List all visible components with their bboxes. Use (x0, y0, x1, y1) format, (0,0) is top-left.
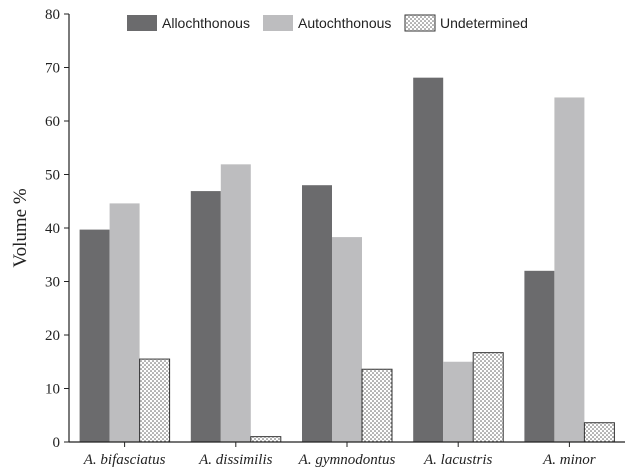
legend: Allochthonous Autochthonous Undetermined (127, 14, 528, 32)
x-tick-label: A. lacustris (423, 452, 492, 468)
legend-swatch-undetermined (404, 14, 436, 32)
bars (79, 77, 615, 443)
bar-allochthonous-2 (190, 191, 221, 442)
bar-autochthonous-1 (109, 203, 140, 442)
y-axis-label: Volume % (10, 188, 31, 268)
legend-label-undetermined: Undetermined (440, 15, 528, 31)
bar-allochthonous-1 (79, 229, 110, 442)
y-tick-label: 10 (45, 382, 60, 398)
legend-swatch-allochthonous (127, 15, 157, 31)
bar-autochthonous-5 (554, 97, 585, 443)
y-tick-label: 50 (45, 168, 60, 184)
bar-autochthonous-3 (332, 237, 362, 442)
legend-label-allochthonous: Allochthonous (162, 15, 250, 31)
bar-undetermined-5 (583, 422, 615, 443)
x-tick-label: A. dissimilis (198, 452, 273, 468)
y-tick-label: 60 (45, 114, 60, 130)
bar-undetermined-4 (472, 352, 504, 443)
y-tick-label: 40 (45, 221, 60, 237)
x-tick-label: A. minor (542, 452, 596, 468)
legend-swatch-autochthonous (263, 15, 293, 31)
bar-autochthonous-2 (220, 164, 251, 442)
bar-allochthonous-4 (413, 77, 444, 442)
bar-undetermined-3 (361, 368, 393, 443)
bar-undetermined-1 (139, 358, 171, 443)
x-tick-label: A. bifasciatus (83, 452, 166, 468)
y-tick-label: 0 (53, 435, 61, 451)
y-tick-label: 80 (45, 7, 60, 23)
bar-allochthonous-5 (524, 270, 555, 442)
y-axis: 0 10 20 30 40 50 60 70 80 (45, 7, 70, 451)
bar-undetermined-2 (250, 436, 282, 443)
legend-label-autochthonous: Autochthonous (298, 15, 391, 31)
bar-allochthonous-3 (302, 185, 332, 442)
x-axis: A. bifasciatus A. dissimilis A. gymnodontu… (69, 441, 625, 468)
y-tick-label: 20 (45, 328, 60, 344)
bar-autochthonous-4 (443, 361, 474, 442)
y-tick-label: 70 (45, 61, 60, 77)
y-tick-label: 30 (45, 275, 60, 291)
x-tick-label: A. gymnodontus (298, 452, 396, 468)
